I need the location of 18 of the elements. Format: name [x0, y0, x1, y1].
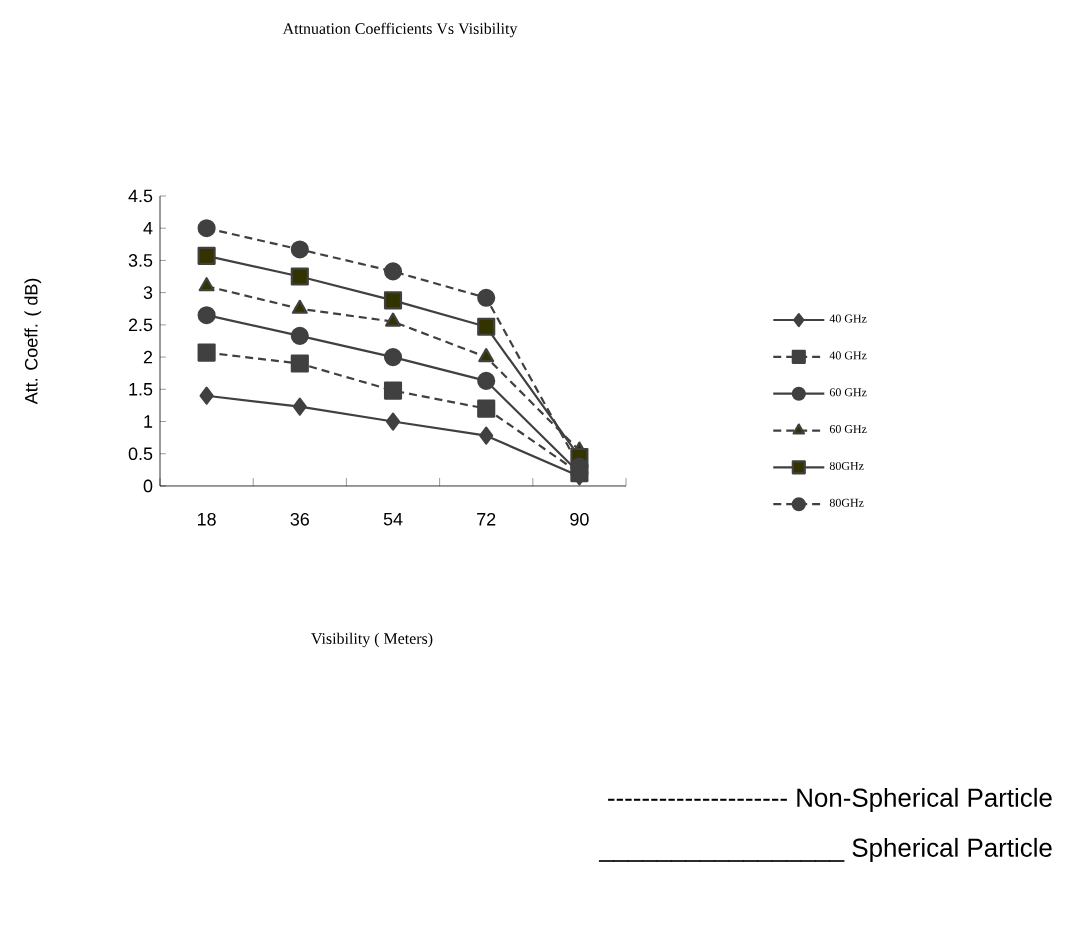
y-tick-label: 0 [143, 479, 153, 493]
x-tick-label: 90 [570, 512, 589, 526]
x-tick-label: 18 [198, 512, 216, 526]
y-tick-label: 2 [143, 350, 153, 364]
y-tick-label: 4 [143, 222, 153, 235]
y-tick-label: 1.5 [129, 383, 153, 396]
y-tick-label: 3.5 [128, 254, 153, 267]
y-tick-label: 3 [143, 286, 153, 299]
y-tick-label: 4.5 [128, 189, 153, 203]
text: _________________ Spherical Particle [598, 837, 1052, 863]
y-tick-label: 0.5 [128, 447, 153, 461]
x-tick-label: 36 [290, 512, 309, 526]
x-tick-label: 54 [383, 512, 403, 526]
y-tick-label: 2.5 [128, 318, 153, 332]
x-tick-label: 72 [477, 512, 496, 526]
y-tick-label: 1 [144, 415, 153, 428]
y-axis-title: Att. Coeff. ( dB) [24, 278, 42, 405]
text: --------------------- Non-Spherical Particle [608, 787, 1052, 813]
